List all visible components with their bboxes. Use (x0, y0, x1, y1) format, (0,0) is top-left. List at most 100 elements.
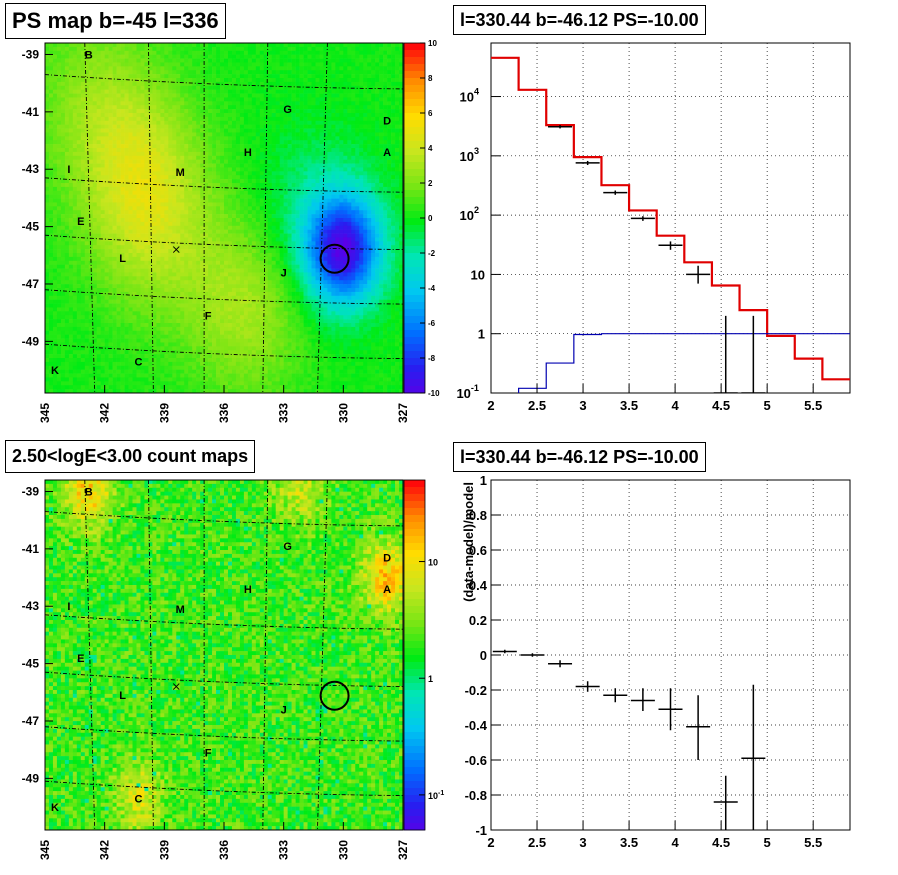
heatmap-cell (192, 120, 197, 125)
heatmap-cell (128, 128, 133, 133)
heatmap-cell (64, 229, 70, 234)
heatmap-cell (100, 256, 105, 262)
heatmap-cell (259, 334, 265, 339)
heatmap-cell (208, 151, 213, 157)
heatmap-cell (239, 338, 245, 343)
heatmap-cell (80, 334, 86, 339)
heatmap-cell (64, 350, 70, 355)
heatmap-cell (88, 299, 94, 304)
heatmap-cell (243, 307, 249, 312)
heatmap-cell (220, 93, 225, 98)
heatmap-cell (208, 70, 213, 75)
heatmap-cell (227, 190, 233, 195)
heatmap-cell (140, 54, 145, 59)
heatmap-cell (224, 159, 229, 164)
heatmap-cell (140, 140, 145, 145)
heatmap-cell (227, 229, 233, 234)
heatmap-cell (208, 319, 213, 324)
heatmap-cell (80, 132, 86, 137)
heatmap-cell (124, 113, 129, 118)
heatmap-cell (92, 151, 98, 157)
heatmap-cell (204, 50, 209, 55)
heatmap-cell (235, 284, 241, 289)
heatmap-cell (168, 299, 173, 304)
heatmap-cell (76, 358, 82, 363)
heatmap-cell (56, 155, 62, 160)
heatmap-cell (251, 268, 257, 273)
heatmap-cell (144, 342, 149, 347)
heatmap-cell (172, 342, 177, 347)
heatmap-cell (132, 389, 137, 393)
heatmap-cell (52, 46, 58, 52)
heatmap-cell (168, 334, 173, 339)
heatmap-cell (180, 128, 185, 133)
heatmap-cell (45, 109, 50, 114)
heatmap-cell (84, 202, 90, 207)
heatmap-cell (164, 237, 169, 242)
heatmap-cell (64, 249, 70, 254)
heatmap-cell (184, 210, 189, 215)
heatmap-cell (144, 148, 149, 153)
heatmap-cell (144, 183, 149, 188)
heatmap-cell (192, 315, 197, 320)
heatmap-cell (216, 109, 221, 114)
heatmap-cell (247, 256, 253, 262)
heatmap-cell (164, 295, 169, 300)
heatmap-cell (64, 74, 70, 79)
heatmap-cell (251, 284, 257, 289)
heatmap-cell (259, 50, 265, 55)
heatmap-cell (164, 210, 169, 215)
heatmap-cell (84, 225, 90, 230)
heatmap-cell (168, 260, 173, 265)
heatmap-cell (148, 303, 153, 308)
heatmap-cell (184, 175, 189, 180)
heatmap-cell (104, 159, 109, 164)
heatmap-cell (104, 194, 109, 199)
heatmap-cell (96, 194, 101, 199)
heatmap-cell (72, 229, 78, 234)
heatmap-cell (235, 350, 241, 355)
heatmap-cell (156, 167, 161, 172)
heatmap-cell (208, 194, 213, 199)
heatmap-cell (251, 144, 257, 149)
heatmap-cell (136, 93, 141, 98)
heatmap-cell (184, 249, 189, 254)
heatmap-cell (168, 225, 173, 230)
heatmap-cell (88, 93, 94, 98)
heatmap-cell (235, 179, 241, 184)
heatmap-cell (104, 268, 109, 273)
heatmap-cell (112, 354, 117, 359)
heatmap-cell (164, 264, 169, 269)
heatmap-cell (224, 113, 229, 118)
heatmap-cell (124, 62, 129, 67)
heatmap-cell (192, 186, 197, 192)
heatmap-cell (259, 144, 265, 149)
heatmap-cell (224, 151, 229, 157)
heatmap-cell (208, 167, 213, 172)
heatmap-cell (184, 315, 189, 320)
heatmap-cell (88, 307, 94, 312)
heatmap-cell (132, 307, 137, 312)
heatmap-cell (72, 81, 78, 87)
heatmap-cell (45, 358, 50, 363)
heatmap-cell (259, 175, 265, 180)
heatmap-cell (92, 233, 98, 238)
heatmap-cell (196, 354, 201, 359)
heatmap-cell (100, 89, 105, 94)
heatmap-cell (188, 148, 193, 153)
heatmap-cell (188, 85, 193, 90)
heatmap-cell (255, 272, 261, 277)
heatmap-cell (212, 264, 217, 269)
heatmap-cell (120, 354, 125, 359)
heatmap-cell (128, 179, 133, 184)
heatmap-cell (251, 295, 257, 300)
heatmap-cell (104, 50, 109, 55)
heatmap-cell (255, 151, 261, 157)
heatmap-cell (124, 58, 129, 63)
heatmap-cell (176, 303, 181, 308)
heatmap-cell (120, 81, 125, 87)
heatmap-cell (160, 210, 165, 215)
heatmap-cell (80, 288, 86, 293)
heatmap-cell (128, 354, 133, 359)
heatmap-cell (243, 385, 249, 390)
